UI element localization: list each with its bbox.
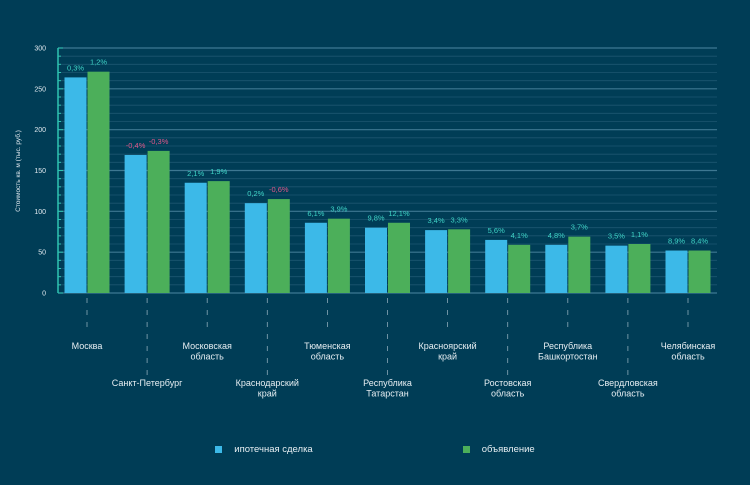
data-label-mortgage: 3,4%	[428, 216, 445, 225]
bar-mortgage	[665, 250, 688, 293]
data-label-mortgage: 8,9%	[668, 237, 685, 246]
category-label: Татарстан	[366, 389, 408, 399]
category-label: Тюменская	[304, 341, 351, 351]
category-label: Москва	[72, 341, 103, 351]
bar-mortgage	[304, 222, 327, 293]
category-label: край	[258, 389, 277, 399]
bar-mortgage	[545, 244, 568, 293]
legend-swatch-mortgage	[215, 446, 223, 453]
data-label-mortgage: -0,4%	[126, 141, 146, 150]
data-label-mortgage: 0,2%	[247, 189, 264, 198]
category-label: область	[311, 352, 345, 362]
bar-listing	[448, 229, 471, 293]
category-label: Республика	[543, 341, 592, 351]
category-label: Челябинская	[661, 341, 716, 351]
y-axis: 0 50 100 150 200 250 300	[34, 46, 63, 298]
bar-listing	[147, 150, 170, 293]
category-label: Красноярский	[419, 341, 477, 351]
category-label: Башкортостан	[538, 352, 598, 362]
category-label: край	[438, 352, 457, 362]
bar-listing	[628, 244, 651, 293]
data-label-listing: 3,9%	[330, 205, 347, 214]
data-label-listing: 3,7%	[571, 223, 588, 232]
legend-label-listing: объявление	[481, 444, 535, 455]
y-tick-label: 100	[34, 209, 46, 216]
data-label-mortgage: 9,8%	[367, 214, 384, 223]
y-tick-label: 150	[34, 168, 46, 175]
data-label-mortgage: 2,1%	[187, 169, 204, 178]
data-label-listing: 3,3%	[451, 215, 468, 224]
legend-item-mortgage[interactable]: ипотечная сделка	[215, 444, 313, 455]
bar-listing	[688, 250, 711, 293]
bar-listing	[508, 244, 531, 293]
bar-listing	[207, 181, 230, 293]
y-axis-label: Стоимость кв. м (тыс. руб.)	[14, 130, 22, 212]
bar-mortgage	[485, 239, 508, 293]
data-label-mortgage: 0,3%	[67, 63, 84, 72]
data-label-mortgage: 3,5%	[608, 232, 625, 241]
bar-listing	[388, 222, 410, 293]
y-tick-label: 200	[34, 127, 46, 134]
category-label: Московская	[183, 341, 232, 351]
category-label: Санкт-Петербург	[112, 378, 183, 388]
category-label: Ростовская	[484, 378, 531, 388]
category-label: Свердловская	[598, 378, 658, 388]
y-tick-label: 300	[34, 46, 46, 53]
bar-listing	[327, 218, 350, 293]
category-label: область	[671, 352, 705, 362]
bar-mortgage	[124, 154, 147, 293]
bar-mortgage	[365, 227, 387, 293]
bars: 0,3% 1,2% -0,4% -0,3% 2,1% 1,9% 0,2% -0,6% 6,1% 3…	[64, 58, 711, 294]
data-label-listing: -0,6%	[269, 185, 289, 194]
y-tick-label: 250	[34, 86, 46, 93]
data-label-listing: 12,1%	[388, 209, 410, 218]
bar-mortgage	[605, 245, 628, 293]
data-label-listing: 8,4%	[691, 237, 708, 246]
data-label-listing: 1,9%	[210, 167, 227, 176]
legend-item-listing[interactable]: объявление	[462, 444, 535, 455]
bar-listing	[267, 199, 290, 293]
legend-label-mortgage: ипотечная сделка	[234, 444, 313, 455]
data-label-listing: -0,3%	[149, 137, 169, 146]
category-label: Республика	[363, 378, 412, 388]
legend: ипотечная сделка объявление	[0, 444, 750, 455]
data-label-mortgage: 6,1%	[307, 209, 324, 218]
y-tick-label: 50	[38, 250, 46, 257]
bar-listing	[568, 236, 591, 293]
category-label: область	[491, 389, 525, 399]
legend-swatch-listing	[462, 446, 470, 453]
data-label-listing: 1,1%	[631, 230, 648, 239]
bar-listing	[87, 71, 110, 293]
category-label: Краснодарский	[236, 378, 299, 388]
data-label-mortgage: 5,6%	[488, 226, 505, 235]
x-axis: МоскваСанкт-ПетербургМосковскаяобластьКр…	[72, 298, 716, 399]
y-tick-label: 0	[42, 291, 46, 298]
data-label-listing: 4,1%	[511, 231, 528, 240]
bar-mortgage	[425, 230, 448, 293]
bar-mortgage	[64, 77, 87, 294]
bar-mortgage	[184, 182, 207, 293]
category-label: область	[191, 352, 225, 362]
data-label-mortgage: 4,8%	[548, 231, 565, 240]
data-label-listing: 1,2%	[90, 58, 107, 67]
bar-mortgage	[244, 203, 267, 293]
category-label: область	[611, 389, 645, 399]
